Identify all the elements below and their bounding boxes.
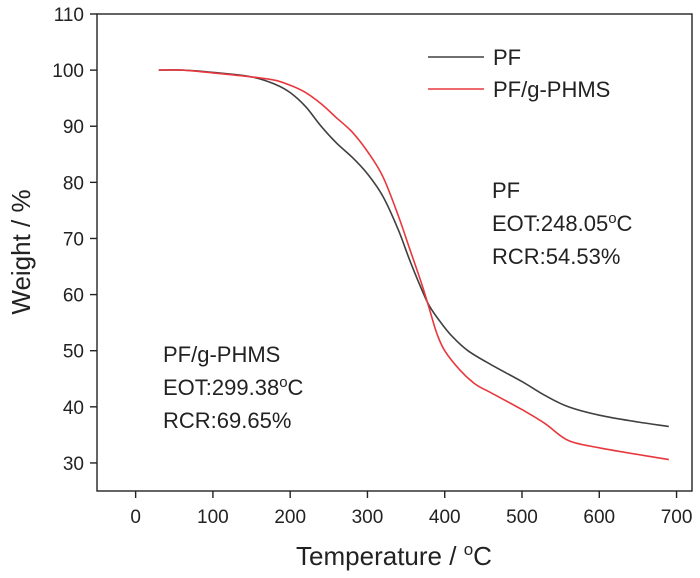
x-tick-label: 700 [661,507,693,528]
y-tick-label: 40 [63,398,84,419]
y-tick-label: 70 [63,229,84,250]
annotation-pf-rcr: RCR:54.53% [492,244,620,269]
series-line-pf [158,69,669,428]
plot-frame [96,13,693,492]
x-tick-label: 0 [130,507,141,528]
x-tick-label: 500 [506,507,538,528]
annotation-pfg-rcr: RCR:69.65% [163,408,291,433]
y-tick-label: 60 [63,286,84,307]
x-axis-title: Temperature / oC [296,540,492,571]
x-axis: 0 100 200 300 400 500 600 700 [130,491,692,528]
x-tick-label: 100 [197,507,229,528]
y-tick-label: 80 [63,173,84,194]
y-tick-label: 110 [54,5,84,26]
y-tick-label: 50 [63,342,84,363]
series-group [158,69,669,461]
annotation-pf-title: PF [492,178,520,203]
annotation-pf: PF EOT:248.05oC RCR:54.53% [492,178,633,269]
x-tick-label: 600 [583,507,615,528]
legend-label-pf: PF [493,45,521,70]
x-tick-label: 400 [429,507,461,528]
x-tick-label: 200 [274,507,306,528]
y-tick-label: 30 [63,454,84,475]
annotation-pfg-title: PF/g-PHMS [163,342,280,367]
series-line-pf-g-phms [158,69,669,461]
x-tick-label: 300 [352,507,384,528]
y-axis: 30 40 50 60 70 80 90 100 110 [52,5,97,475]
annotation-pf-eot: EOT:248.05oC [492,210,633,236]
legend: PF PF/g-PHMS [428,45,610,102]
annotation-pfg: PF/g-PHMS EOT:299.38oC RCR:69.65% [163,342,304,433]
y-tick-label: 90 [63,117,84,138]
legend-label-pfg: PF/g-PHMS [493,77,610,102]
y-axis-title: Weight / % [6,189,36,314]
y-tick-label: 100 [52,61,84,82]
annotation-pfg-eot: EOT:299.38oC [163,374,304,400]
